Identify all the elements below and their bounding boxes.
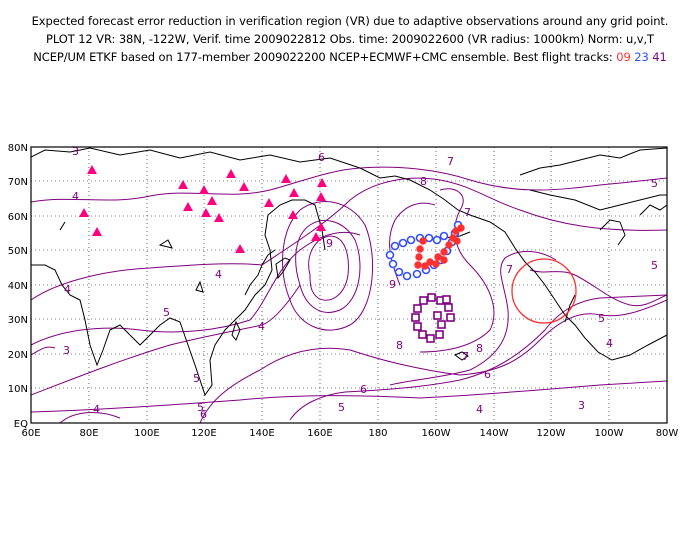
verification-region-circle xyxy=(511,258,577,324)
contour-label: 7 xyxy=(447,155,454,168)
obs-site-marker xyxy=(264,198,274,207)
contour-label: 5 xyxy=(338,401,345,414)
flight-track-41 xyxy=(411,293,455,343)
obs-site-marker xyxy=(316,222,326,231)
x-tick-label: 60E xyxy=(21,428,40,439)
x-tick-label: 120W xyxy=(537,428,566,439)
y-tick-label: 50N xyxy=(8,246,28,257)
obs-site-marker xyxy=(214,213,224,222)
y-tick-label: 60N xyxy=(8,212,28,223)
observation-sites xyxy=(79,165,327,253)
map-frame xyxy=(30,146,668,424)
obs-site-marker xyxy=(311,232,321,241)
obs-site-marker xyxy=(199,185,209,194)
contour-label: 8 xyxy=(420,175,427,188)
contour-label: 4 xyxy=(606,337,613,350)
obs-site-marker xyxy=(92,227,102,236)
obs-site-marker xyxy=(201,208,211,217)
flight-track-09 xyxy=(414,224,465,270)
coastlines xyxy=(31,147,667,397)
y-tick-label: 40N xyxy=(8,281,28,292)
contour-label: 4 xyxy=(64,283,71,296)
contour-label: 7 xyxy=(462,350,469,363)
title-line-2: PLOT 12 VR: 38N, -122W, Verif. time 2009… xyxy=(46,32,654,46)
contour-label: 4 xyxy=(93,403,100,416)
contour-label: 7 xyxy=(506,263,513,276)
x-tick-label: 160W xyxy=(422,428,451,439)
x-tick-label: 80W xyxy=(656,428,679,439)
y-axis-labels: EQ 10N 20N 30N 40N 50N 60N 70N 80N xyxy=(8,143,28,430)
x-tick-label: 160E xyxy=(307,428,332,439)
contour-label: 7 xyxy=(464,206,471,219)
obs-site-marker xyxy=(235,244,245,253)
contour-label: 4 xyxy=(72,190,79,203)
title-line-3: NCEP/UM ETKF based on 177-member 2009022… xyxy=(0,50,700,64)
contour-label: 9 xyxy=(326,237,333,250)
flight-track-23 xyxy=(385,220,463,281)
y-tick-label: EQ xyxy=(14,419,28,430)
contour-label: 5 xyxy=(598,312,605,325)
contour-label: 6 xyxy=(360,383,367,396)
obs-site-marker xyxy=(79,208,89,217)
contour-label: 6 xyxy=(484,368,491,381)
y-tick-label: 20N xyxy=(8,350,28,361)
error-reduction-contours xyxy=(31,166,667,423)
contour-label: 5 xyxy=(651,177,658,190)
y-tick-label: 70N xyxy=(8,177,28,188)
x-tick-label: 120E xyxy=(191,428,216,439)
obs-site-marker xyxy=(316,192,326,201)
x-tick-label: 140W xyxy=(480,428,509,439)
title-line-3-text: NCEP/UM ETKF based on 177-member 2009022… xyxy=(33,50,613,64)
contour-label: 4 xyxy=(258,320,265,333)
contour-label: 3 xyxy=(63,344,70,357)
obs-site-marker xyxy=(207,196,217,205)
contour-label: 3 xyxy=(72,145,79,158)
track-label-23: 23 xyxy=(634,50,649,64)
track-label-09: 09 xyxy=(616,50,631,64)
contour-label: 8 xyxy=(396,339,403,352)
x-tick-label: 80E xyxy=(79,428,98,439)
contour-label: 9 xyxy=(389,278,396,291)
obs-site-marker xyxy=(239,182,249,191)
obs-site-marker xyxy=(288,210,298,219)
x-axis-labels: 60E 80E 100E 120E 140E 160E 180 160W 140… xyxy=(21,428,678,439)
y-tick-label: 80N xyxy=(8,143,28,154)
contour-label: 6 xyxy=(318,151,325,164)
x-tick-label: 180 xyxy=(368,428,387,439)
obs-site-marker xyxy=(87,165,97,174)
contour-label: 4 xyxy=(476,403,483,416)
x-tick-label: 100E xyxy=(134,428,159,439)
obs-site-marker xyxy=(289,188,299,197)
obs-site-marker xyxy=(178,180,188,189)
obs-site-marker xyxy=(281,174,291,183)
contour-label: 8 xyxy=(476,342,483,355)
contour-label: 4 xyxy=(215,268,222,281)
contour-label: 5 xyxy=(197,401,204,414)
contour-label: 5 xyxy=(193,372,200,385)
contour-labels: 3 4 4 4 4 4 5 5 5 5 5 6 6 6 6 7 7 7 8 8 … xyxy=(63,145,658,421)
x-tick-label: 100W xyxy=(595,428,624,439)
y-tick-label: 10N xyxy=(8,384,28,395)
obs-site-marker xyxy=(183,202,193,211)
obs-site-marker xyxy=(317,178,327,187)
contour-label: 5 xyxy=(163,306,170,319)
contour-label: 5 xyxy=(651,259,658,272)
track-label-41: 41 xyxy=(652,50,667,64)
obs-site-marker xyxy=(226,169,236,178)
x-tick-label: 140E xyxy=(249,428,274,439)
y-tick-label: 30N xyxy=(8,315,28,326)
contour-label: 3 xyxy=(578,399,585,412)
contour-label: 6 xyxy=(200,408,207,421)
title-line-1: Expected forecast error reduction in ver… xyxy=(31,14,669,28)
